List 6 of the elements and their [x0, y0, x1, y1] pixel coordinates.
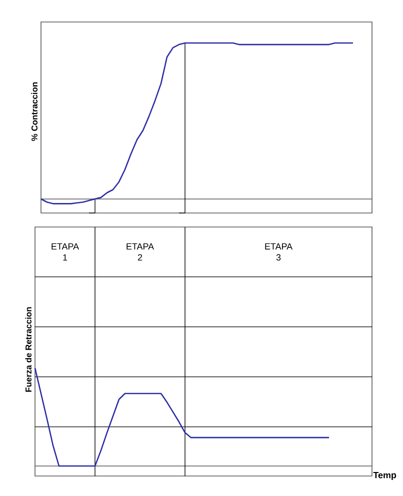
- text: ETAPA 3: [265, 243, 293, 261]
- text: ETAPA 1: [52, 243, 80, 260]
- y-axis-title: Fuerza de Retraccion: [25, 307, 32, 392]
- x-axis-title: Temp: [373, 472, 396, 480]
- y-axis-title: % Contraccion: [31, 82, 38, 141]
- text: ETAPA 2: [126, 243, 154, 260]
